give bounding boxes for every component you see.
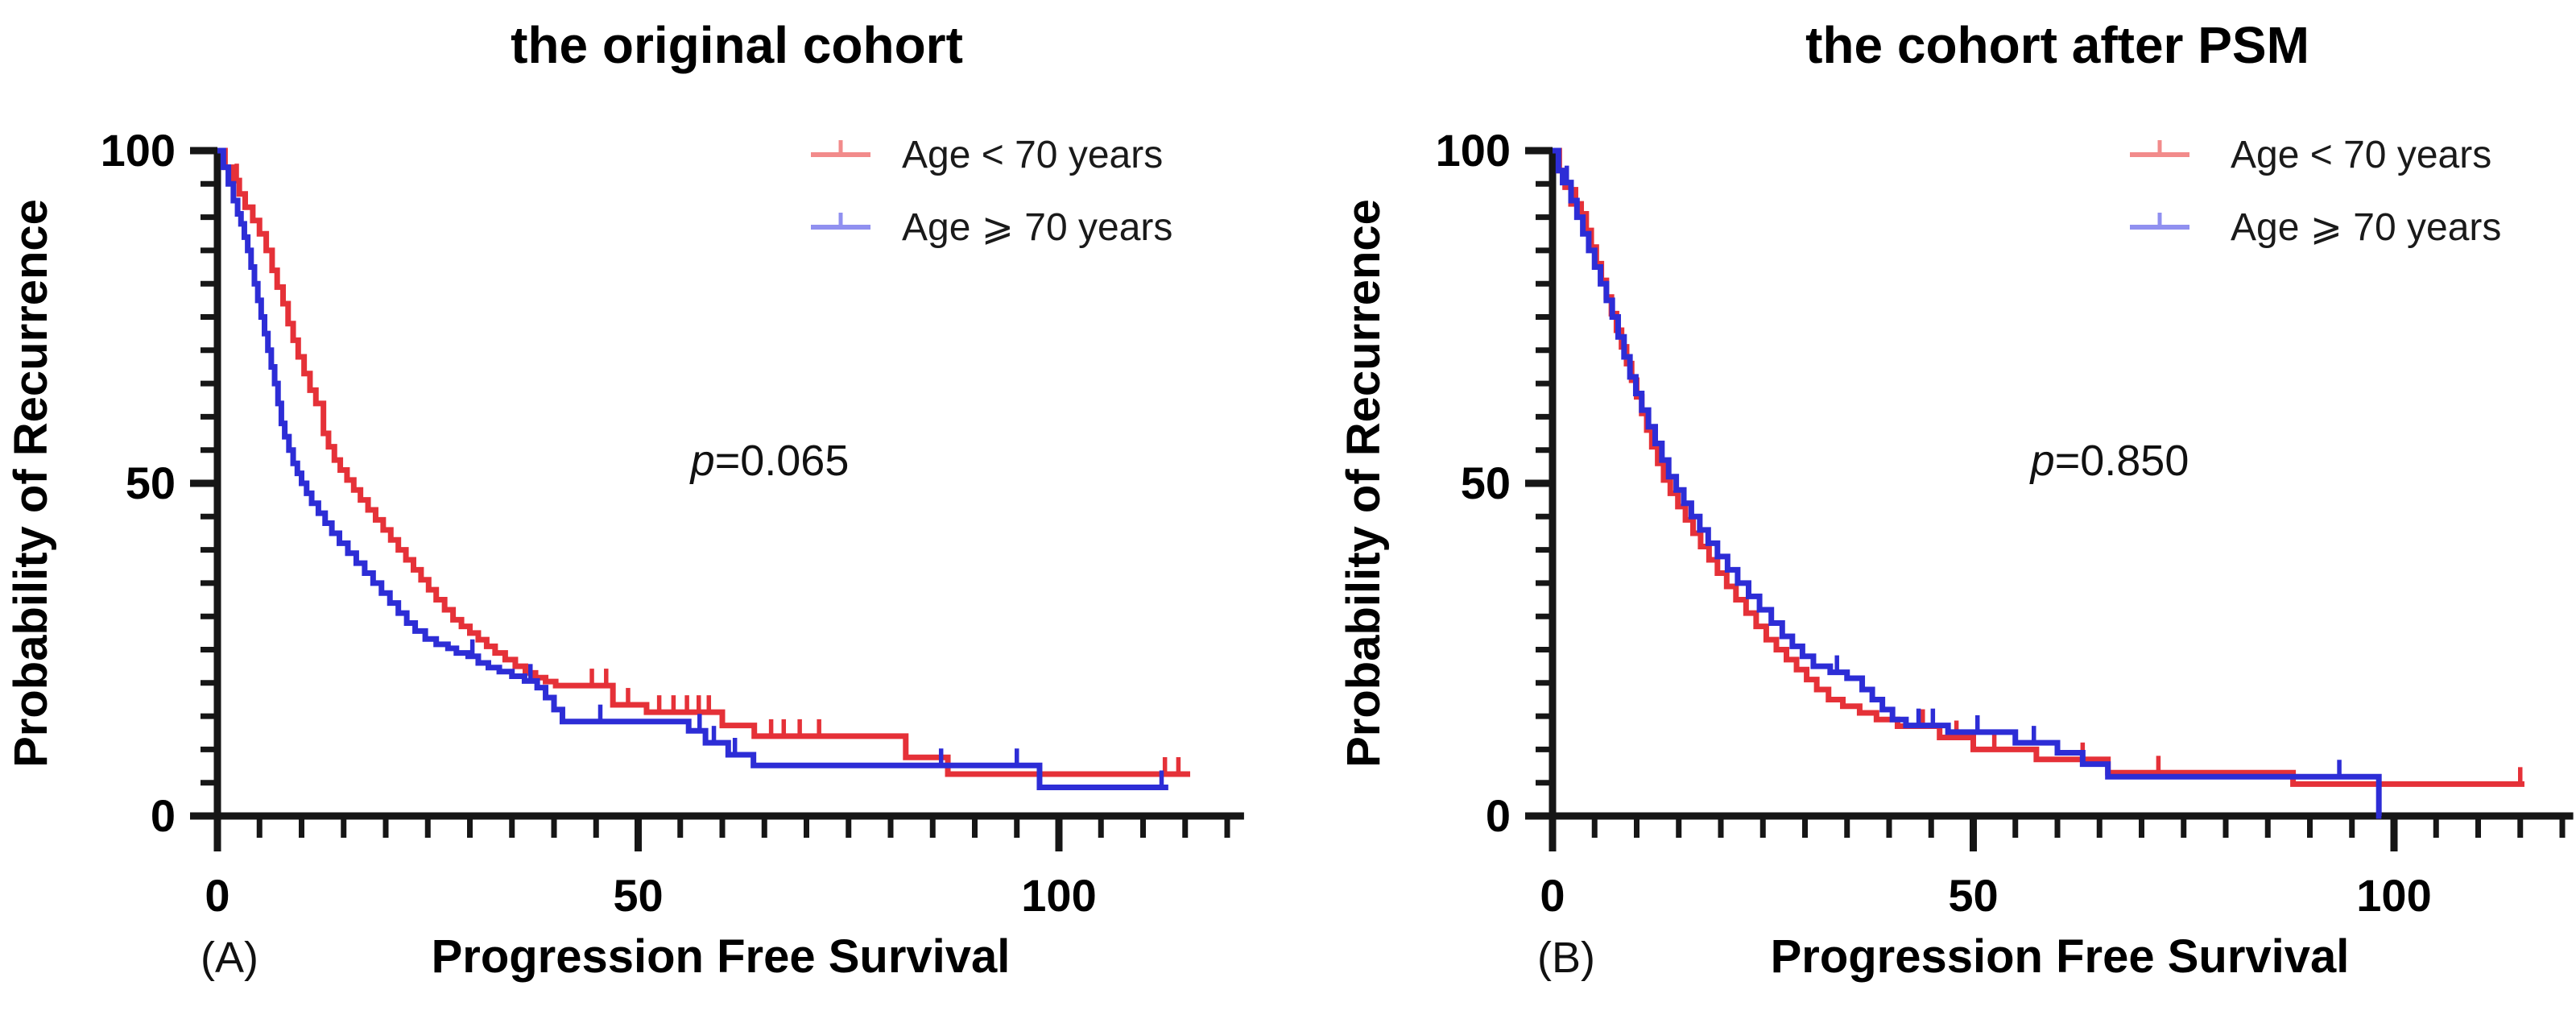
p-symbol: p	[2029, 437, 2055, 485]
panel-b-p-value: p=0.850	[2029, 437, 2189, 485]
y-tick-label: 50	[1461, 458, 1511, 508]
panel-a-p-value: p=0.065	[689, 437, 850, 485]
panel-b-y-axis-label: Probability of Recurrence	[1338, 199, 1390, 768]
panel-b: the cohort after PSM Probability of Recu…	[1288, 0, 2576, 1023]
p-symbol: p	[689, 437, 715, 485]
panel-a-x-axis-label: Progression Free Survival	[432, 930, 1011, 983]
panel-b-letter: (B)	[1537, 934, 1595, 982]
panel-a-legend: Age < 70 years Age ⩾ 70 years	[811, 134, 1172, 249]
legend-label-age-ge70: Age ⩾ 70 years	[2231, 206, 2501, 249]
legend-label-age-lt70: Age < 70 years	[902, 134, 1163, 176]
panel-b-axes	[1525, 147, 2574, 851]
km-curve-age-70-years	[217, 147, 1168, 790]
p-number: =0.065	[715, 437, 850, 485]
panel-b-plot: the cohort after PSM Probability of Recu…	[1338, 16, 2574, 983]
panel-b-title: the cohort after PSM	[1805, 16, 2309, 74]
y-tick-label: 0	[1486, 790, 1511, 841]
x-tick-label: 50	[613, 870, 663, 921]
km-curve-age-70-years	[1553, 147, 2382, 819]
km-curve-age-70-years	[217, 147, 1191, 777]
y-tick-label: 100	[101, 125, 176, 176]
panel-a-axes	[190, 147, 1244, 851]
x-tick-label: 0	[205, 870, 229, 921]
panel-a-y-axis-label: Probability of Recurrence	[5, 199, 57, 768]
panel-a-title: the original cohort	[511, 16, 963, 74]
x-tick-label: 100	[2356, 870, 2431, 921]
panel-a-letter: (A)	[201, 934, 258, 982]
y-tick-label: 100	[1436, 125, 1511, 176]
panel-b-tick-labels: 0 50 100 0 50 100	[1436, 125, 2432, 921]
y-tick-label: 50	[126, 458, 176, 508]
panel-a-tick-labels: 0 50 100 0 50 100	[101, 125, 1097, 921]
y-tick-label: 0	[151, 790, 176, 841]
x-tick-label: 100	[1021, 870, 1096, 921]
legend-label-age-ge70: Age ⩾ 70 years	[902, 206, 1172, 249]
x-tick-label: 50	[1948, 870, 1998, 921]
legend-label-age-lt70: Age < 70 years	[2231, 134, 2491, 176]
x-tick-label: 0	[1540, 870, 1565, 921]
panel-b-legend: Age < 70 years Age ⩾ 70 years	[2130, 134, 2501, 249]
panel-b-survival-curves	[1553, 147, 2524, 819]
panel-a-survival-curves	[217, 147, 1191, 790]
panel-a: the original cohort Probability of Recur…	[5, 16, 1244, 983]
panel-a-plot: the original cohort Probability of Recur…	[5, 16, 1244, 983]
panel-b-x-axis-label: Progression Free Survival	[1771, 930, 2350, 983]
p-number: =0.850	[2055, 437, 2189, 485]
